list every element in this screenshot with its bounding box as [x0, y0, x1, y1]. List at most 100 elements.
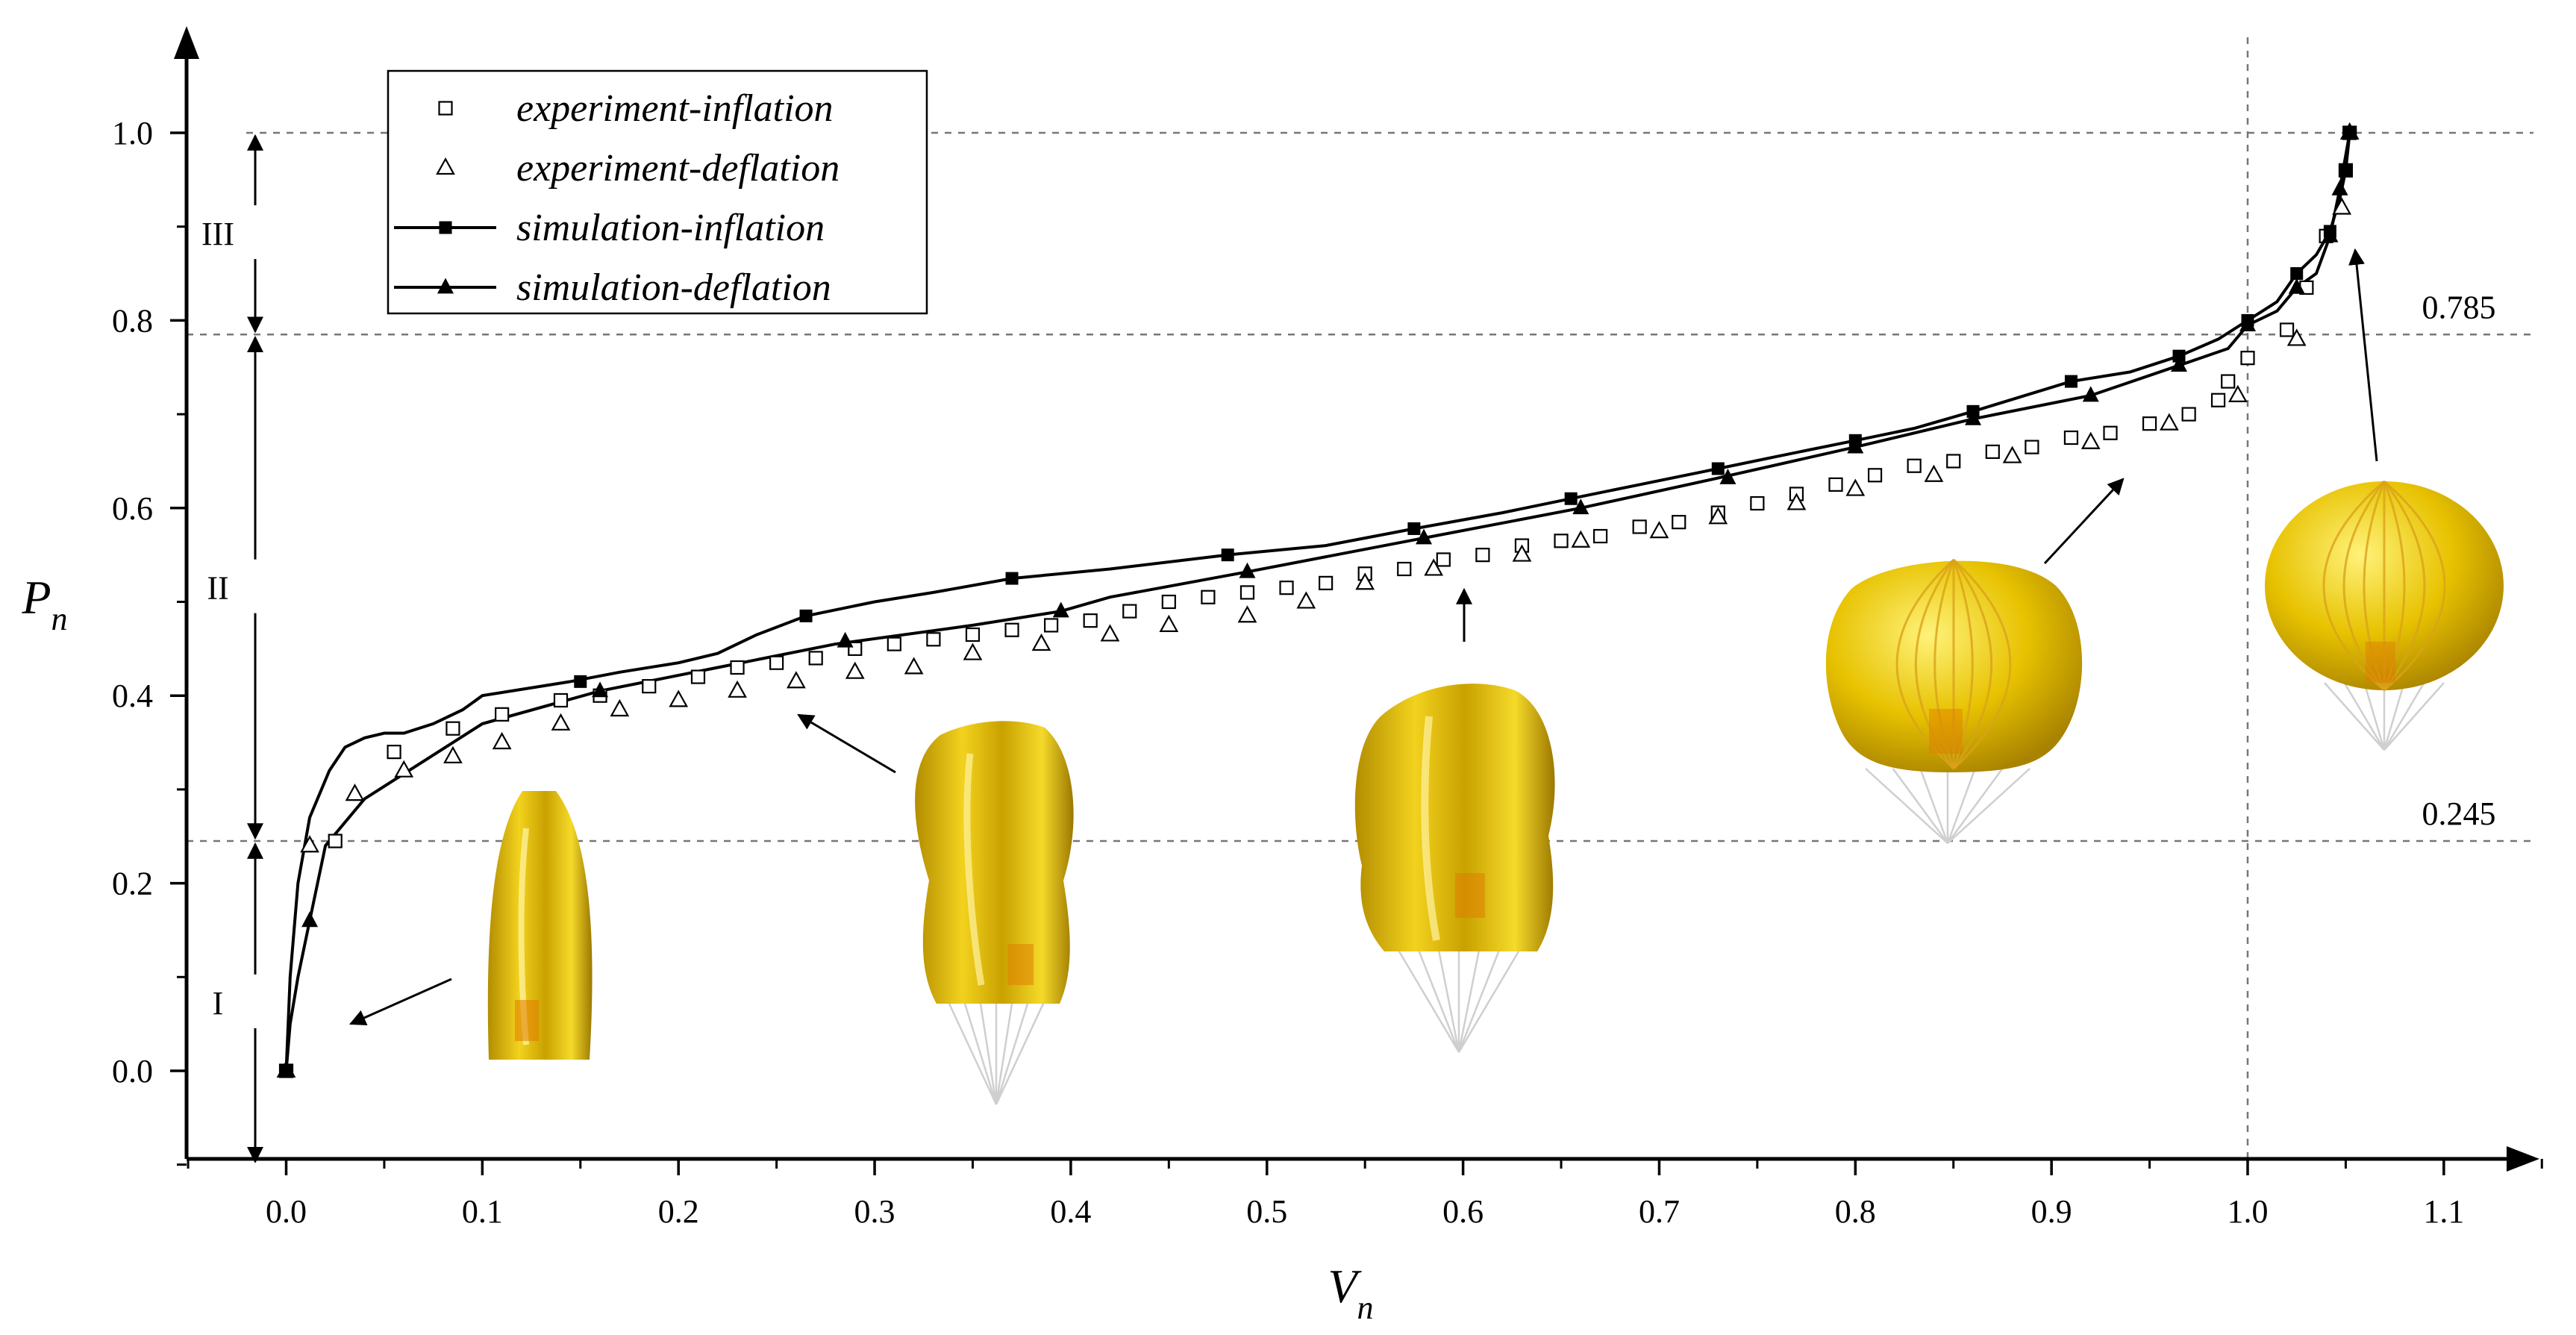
data-point-simulation-deflation [2171, 356, 2188, 372]
data-point-simulation-deflation [301, 911, 319, 928]
tether-lines [1865, 768, 2031, 844]
pointer-arrow [797, 713, 896, 774]
data-point-experiment-inflation [1397, 561, 1412, 577]
data-point-experiment-deflation [492, 731, 512, 750]
x-axis-title: Vn [1328, 1260, 1373, 1326]
legend: experiment-inflation experiment-deflation… [387, 69, 928, 315]
data-point-simulation-deflation [2082, 386, 2099, 402]
x-tick-label: 0.0 [266, 1193, 307, 1230]
x-tick-label: 0.9 [2031, 1193, 2072, 1230]
legend-marker-simulation-inflation [439, 221, 452, 234]
legend-label: experiment-inflation [516, 87, 834, 130]
data-point-experiment-inflation [1083, 613, 1098, 628]
data-point-simulation-deflation [2288, 278, 2305, 294]
data-point-experiment-inflation [1475, 548, 1490, 563]
pointer-arrow [348, 978, 452, 1026]
data-point-experiment-deflation [963, 643, 983, 660]
data-point-simulation-inflation [2172, 349, 2186, 363]
data-point-simulation-deflation [2322, 226, 2339, 243]
data-point-experiment-inflation [1122, 604, 1137, 619]
data-point-experiment-deflation [610, 698, 630, 717]
data-point-experiment-deflation [787, 671, 806, 689]
data-point-experiment-deflation [845, 661, 865, 679]
y-axis-title: Pn [21, 571, 67, 637]
data-point-simulation-inflation [574, 675, 587, 688]
data-point-experiment-inflation [1907, 458, 1922, 473]
region-label-bg [225, 559, 285, 613]
y-tick-label: 0.8 [112, 302, 153, 339]
data-point-experiment-inflation [1867, 468, 1883, 483]
data-point-simulation-inflation [1711, 462, 1725, 475]
data-point-experiment-inflation [1946, 454, 1961, 469]
x-tick-label: 0.7 [1639, 1193, 1680, 1230]
data-point-experiment-inflation [387, 745, 401, 760]
data-point-simulation-deflation [1965, 409, 1982, 425]
data-point-experiment-inflation [1279, 581, 1294, 595]
data-point-experiment-inflation [2025, 440, 2039, 454]
y-tick-label: 0.6 [112, 490, 153, 527]
data-point-experiment-deflation [2286, 328, 2307, 346]
data-point-simulation-deflation [837, 631, 854, 648]
data-point-simulation-inflation [2339, 163, 2352, 177]
data-point-experiment-deflation [394, 760, 414, 778]
x-tick-label: 0.5 [1246, 1193, 1287, 1230]
data-point-experiment-deflation [1355, 572, 1375, 590]
x-axis-arrow [2507, 1146, 2539, 1172]
balloon-stage-3 [1354, 684, 1555, 1053]
x-tick-label: 1.0 [2228, 1193, 2269, 1230]
data-point-experiment-deflation [2228, 384, 2248, 402]
data-point-simulation-deflation [2239, 316, 2256, 332]
tether-lines [942, 992, 1050, 1105]
data-point-experiment-inflation [1985, 444, 2000, 459]
legend-box [387, 69, 928, 315]
data-point-experiment-deflation [1649, 521, 1669, 539]
legend-label: simulation-deflation [516, 266, 831, 309]
balloon-stage-5 [2265, 480, 2504, 751]
data-point-experiment-inflation [2240, 351, 2255, 366]
data-point-experiment-deflation [300, 835, 319, 853]
data-point-experiment-deflation [1708, 507, 1728, 525]
data-point-simulation-deflation [1719, 469, 1736, 484]
data-point-experiment-inflation [1828, 477, 1843, 492]
series-experiment-deflation [276, 122, 2360, 1078]
x-tick-label: 0.2 [658, 1193, 699, 1230]
gore-lines [1895, 558, 2012, 770]
data-point-experiment-inflation [1592, 528, 1608, 544]
data-point-experiment-inflation [1436, 552, 1451, 567]
data-point-experiment-inflation [2221, 374, 2236, 389]
data-point-simulation-deflation [1052, 601, 1069, 618]
y-tick-label: 1.0 [112, 115, 153, 151]
region-label: I [213, 985, 224, 1022]
data-point-experiment-deflation [551, 713, 571, 731]
axes: 0.0 0.1 0.2 0.3 0.4 0.5 0.6 0.7 0.8 0.9 1.0 1.1 0.0 0… [21, 26, 2543, 1326]
balloon-stage-4 [1825, 558, 2083, 844]
data-point-simulation-deflation [278, 1061, 295, 1078]
series-simulation-deflation-markers [278, 123, 2358, 1078]
x-tick-label: 0.1 [462, 1193, 503, 1230]
data-point-experiment-deflation [1159, 614, 1179, 632]
series-experiment-inflation [278, 125, 2357, 1078]
series-line-simulation-inflation [284, 132, 2351, 1072]
data-point-simulation-deflation [1572, 498, 1589, 515]
data-point-experiment-inflation [1750, 495, 1765, 511]
data-point-experiment-deflation [728, 680, 747, 698]
y-tick-label: 0.0 [112, 1053, 153, 1089]
data-point-experiment-deflation [2002, 445, 2022, 463]
legend-label: experiment-deflation [516, 147, 840, 190]
data-point-experiment-inflation [446, 721, 460, 736]
data-point-simulation-inflation [1005, 572, 1019, 585]
gore-lines [2322, 480, 2446, 692]
data-point-experiment-inflation [808, 651, 823, 666]
data-point-experiment-deflation [1571, 530, 1591, 548]
data-point-experiment-inflation [1239, 585, 1255, 600]
x-tick-label: 0.8 [1835, 1193, 1876, 1230]
data-point-experiment-deflation [904, 657, 924, 675]
data-point-experiment-inflation [1004, 622, 1019, 637]
balloon-images [348, 248, 2504, 1105]
data-point-simulation-deflation [1239, 562, 1256, 578]
data-point-simulation-inflation [2290, 267, 2304, 281]
balloon-stage-1 [487, 791, 593, 1060]
data-point-experiment-inflation [690, 669, 706, 684]
balloon-stage-2 [915, 721, 1074, 1105]
